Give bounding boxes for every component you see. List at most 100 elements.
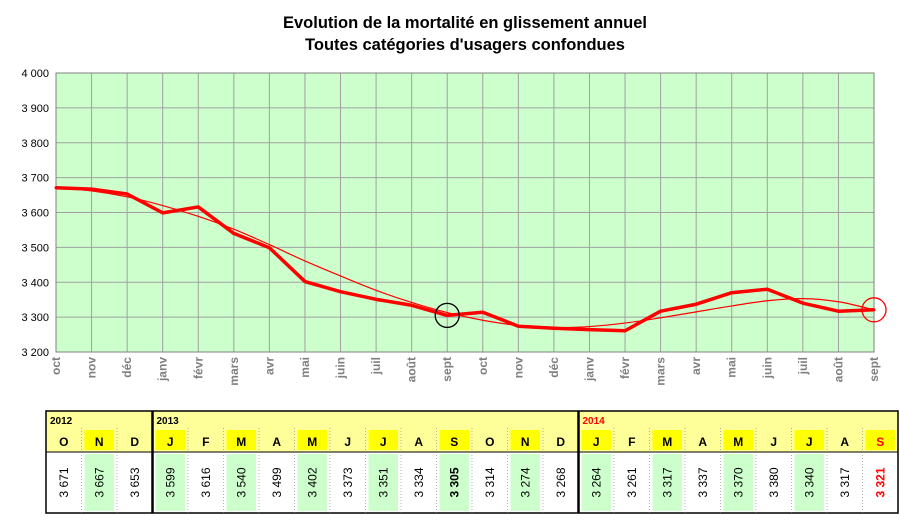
month-cell-bg	[226, 430, 256, 450]
month-cell-bg	[581, 430, 611, 450]
x-tick-label: déc	[547, 357, 561, 378]
year-label: 2013	[157, 416, 180, 427]
value-cell-bg	[794, 454, 824, 511]
month-cell-bg	[652, 430, 682, 450]
data-point	[872, 308, 876, 312]
month-cell-bg	[546, 430, 576, 450]
month-value: 3 616	[199, 467, 213, 497]
month-value: 3 340	[802, 467, 816, 497]
month-value: 3 499	[270, 467, 284, 497]
value-cell-bg	[368, 454, 398, 511]
month-value: 3 380	[767, 467, 781, 497]
month-cell-bg	[155, 430, 185, 450]
x-tick-label: déc	[120, 357, 134, 378]
month-cell-bg	[794, 430, 824, 450]
data-point	[339, 290, 343, 294]
month-value: 3 317	[660, 467, 674, 497]
month-cell-bg	[865, 430, 895, 450]
value-cell-bg	[723, 454, 753, 511]
month-value: 3 268	[554, 467, 568, 497]
trend-line	[55, 187, 875, 329]
data-point	[623, 329, 627, 333]
x-tick-label: mai	[725, 357, 739, 378]
x-tick-label: juil	[796, 357, 810, 375]
month-cell-bg	[84, 430, 114, 450]
value-cell-bg	[439, 454, 469, 511]
month-value: 3 653	[128, 467, 142, 497]
x-tick-label: juin	[760, 357, 774, 379]
y-tick-label: 3 500	[21, 242, 49, 254]
y-tick-label: 3 800	[21, 138, 49, 150]
chart-title-line1: Evolution de la mortalité en glissement …	[283, 14, 647, 32]
value-cell-bg	[652, 454, 682, 511]
data-point	[587, 328, 591, 332]
month-value: 3 317	[838, 467, 852, 497]
value-cell-bg	[688, 454, 718, 511]
y-tick-label: 3 900	[21, 103, 49, 115]
value-cell-bg	[226, 454, 256, 511]
month-cell-bg	[759, 430, 789, 450]
x-tick-label: juin	[334, 357, 348, 379]
month-label: S	[450, 435, 458, 449]
month-value: 3 540	[234, 467, 248, 497]
month-label: J	[593, 435, 600, 449]
month-cell-bg	[191, 430, 221, 450]
month-value: 3 402	[305, 467, 319, 497]
x-tick-label: sept	[867, 357, 881, 382]
x-tick-label: juil	[369, 357, 383, 375]
month-cell-bg	[333, 430, 363, 450]
data-point	[836, 309, 840, 313]
data-point	[801, 301, 805, 305]
data-point	[54, 186, 58, 190]
value-cell-bg	[155, 454, 185, 511]
chart-title-line2: Toutes catégories d'usagers confondues	[305, 36, 625, 54]
month-value: 3 314	[483, 467, 497, 497]
month-value: 3 351	[376, 467, 390, 497]
y-tick-label: 3 400	[21, 277, 49, 289]
x-tick-label: avr	[262, 357, 276, 375]
x-tick-label: avr	[689, 357, 703, 375]
last-value-circle-marker	[861, 297, 887, 323]
month-cell-bg	[120, 430, 150, 450]
month-value: 3 667	[92, 467, 106, 497]
month-value: 3 261	[625, 467, 639, 497]
x-tick-label: août	[405, 357, 419, 382]
month-label: S	[876, 435, 884, 449]
month-value: 3 370	[731, 467, 745, 497]
month-cell-bg	[439, 430, 469, 450]
month-label: F	[202, 435, 209, 449]
month-label: M	[236, 435, 246, 449]
data-point	[267, 246, 271, 250]
value-cell-bg	[617, 454, 647, 511]
month-cell-bg	[475, 430, 505, 450]
data-point	[90, 187, 94, 191]
value-cell-bg	[262, 454, 292, 511]
x-tick-label: oct	[49, 357, 63, 375]
y-tick-label: 3 600	[21, 208, 49, 220]
x-tick-label: août	[831, 357, 845, 382]
month-label: M	[733, 435, 743, 449]
month-cell-bg	[723, 430, 753, 450]
data-point	[481, 310, 485, 314]
x-tick-label: mars	[227, 357, 241, 386]
value-cell-bg	[404, 454, 434, 511]
month-cell-bg	[830, 430, 860, 450]
data-point	[232, 231, 236, 235]
data-point	[445, 313, 449, 317]
y-tick-label: 3 700	[21, 173, 49, 185]
value-cell-bg	[120, 454, 150, 511]
month-label: N	[521, 435, 530, 449]
x-tick-label: nov	[511, 357, 525, 379]
month-label: A	[840, 435, 849, 449]
month-cell-bg	[49, 430, 79, 450]
mortality-line-chart: 3 200 3 300 3 400 3 500 3 600 3 700 3 800 3 900…	[21, 68, 887, 386]
data-point	[765, 287, 769, 291]
month-label: N	[95, 435, 104, 449]
series-line	[55, 185, 875, 333]
data-point	[659, 309, 663, 313]
month-label: J	[344, 435, 351, 449]
y-tick-label: 3 300	[21, 312, 49, 324]
x-tick-label: févr	[191, 357, 205, 379]
month-label: M	[307, 435, 317, 449]
